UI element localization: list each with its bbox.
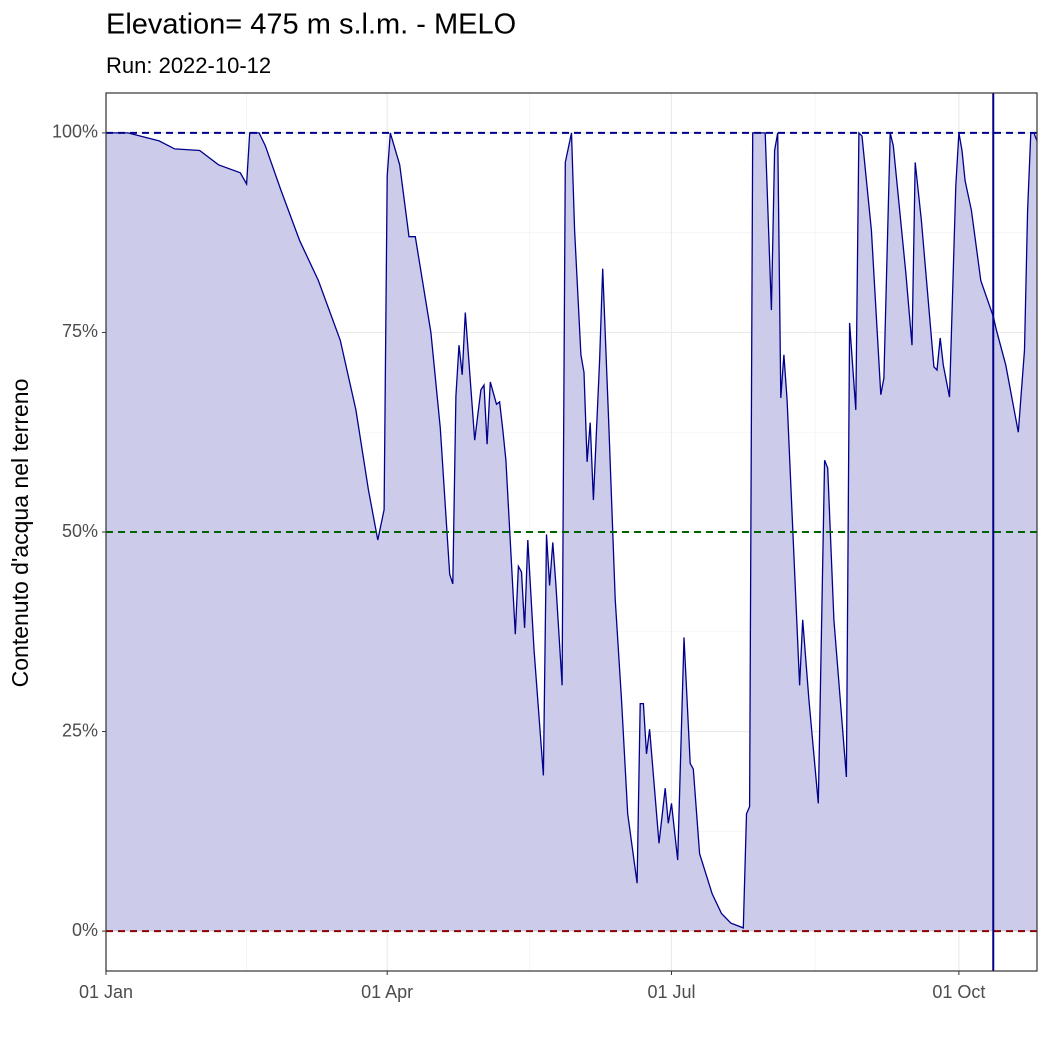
area [106, 132, 1037, 932]
x-tick-label: 01 Oct [932, 982, 985, 1002]
y-tick-label: 50% [62, 521, 98, 541]
panel-border [105, 92, 1038, 972]
chart-subtitle: Run: 2022-10-12 [106, 53, 271, 78]
x-tick-label: 01 Apr [361, 982, 413, 1002]
x-tick-label: 01 Jan [79, 982, 133, 1002]
y-tick-label: 75% [62, 321, 98, 341]
x-tick-label: 01 Jul [647, 982, 695, 1002]
line [106, 131, 1038, 929]
y-tick-label: 0% [72, 920, 98, 940]
y-tick-label: 100% [52, 122, 98, 142]
y-axis-title: Contenuto d'acqua nel terreno [7, 379, 33, 688]
chart-title: Elevation= 475 m s.l.m. - MELO [106, 9, 516, 41]
y-tick-label: 25% [62, 720, 98, 740]
